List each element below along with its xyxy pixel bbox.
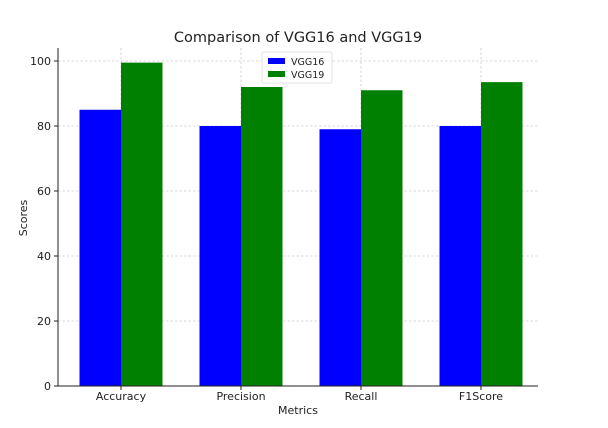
- x-tick-label: Recall: [345, 390, 378, 403]
- bar-vgg19-precision: [241, 87, 283, 386]
- chart-title: Comparison of VGG16 and VGG19: [174, 30, 422, 46]
- bar-vgg19-recall: [361, 90, 403, 386]
- legend-swatch-vgg19: [268, 71, 285, 77]
- y-tick-label: 0: [44, 380, 51, 393]
- bar-vgg16-recall: [319, 129, 361, 386]
- legend: VGG16 VGG19: [261, 51, 333, 84]
- y-axis-label: Scores: [17, 199, 30, 236]
- plot-area: 0 20 40 60 80 100 Accuracy Precision Recall F1Sco…: [30, 48, 538, 403]
- y-tick-label: 20: [37, 315, 51, 328]
- bar-vgg16-precision: [199, 126, 241, 386]
- y-tick-label: 60: [37, 185, 51, 198]
- y-tick-label: 40: [37, 250, 51, 263]
- x-tick-label: Precision: [216, 390, 265, 403]
- x-tick-label: Accuracy: [96, 390, 147, 403]
- legend-label-vgg16: VGG16: [291, 57, 324, 68]
- legend-label-vgg19: VGG19: [291, 70, 324, 81]
- y-tick-label: 80: [37, 120, 51, 133]
- bar-vgg19-f1score: [481, 82, 523, 386]
- bar-vgg19-accuracy: [121, 62, 163, 386]
- bar-vgg16-f1score: [439, 126, 481, 386]
- bar-vgg16-accuracy: [79, 109, 121, 386]
- legend-swatch-vgg16: [268, 58, 285, 64]
- y-tick-label: 100: [30, 55, 51, 68]
- x-axis-label: Metrics: [278, 404, 318, 417]
- x-tick-label: F1Score: [459, 390, 503, 403]
